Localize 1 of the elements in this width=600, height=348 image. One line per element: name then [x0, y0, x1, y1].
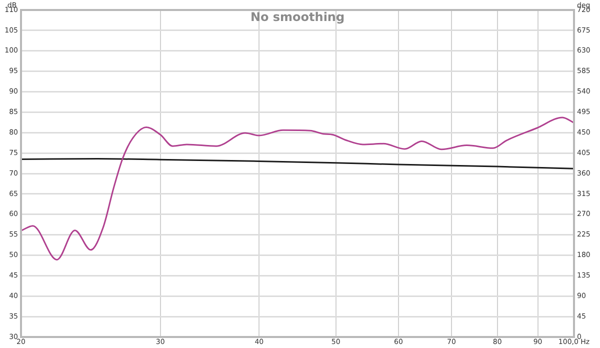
chart-title: No smoothing — [250, 10, 345, 24]
